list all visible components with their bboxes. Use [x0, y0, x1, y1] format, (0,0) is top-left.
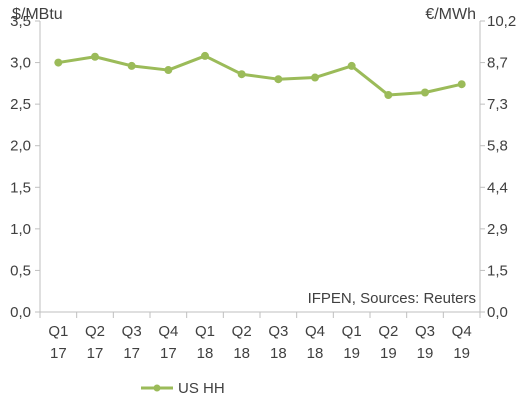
data-point [237, 70, 246, 79]
y-right-tick-label: 0,0 [487, 304, 508, 321]
data-point [347, 61, 356, 70]
x-tick-label-year: 19 [343, 345, 360, 362]
y-left-tick-label: 3,5 [10, 13, 31, 30]
x-tick-label-year: 18 [270, 345, 287, 362]
x-tick-label-quarter: Q2 [378, 323, 398, 340]
data-point [311, 73, 319, 82]
x-tick-label-year: 19 [453, 345, 470, 362]
x-tick-label-year: 17 [87, 345, 104, 362]
x-tick-label-quarter: Q3 [415, 323, 435, 340]
x-tick-label-quarter: Q1 [342, 323, 362, 340]
y-right-tick-label: 2,9 [487, 221, 508, 238]
y-left-tick-label: 0,5 [10, 262, 31, 279]
x-tick-label-quarter: Q1 [195, 323, 215, 340]
y-right-tick-label: 5,8 [487, 138, 508, 155]
x-tick-label-year: 18 [233, 345, 250, 362]
x-tick-label-quarter: Q3 [122, 323, 142, 340]
data-point [421, 88, 429, 97]
y-axis-left-unit: $/MBtu [12, 6, 63, 23]
x-tick-label-year: 19 [380, 345, 397, 362]
source-annotation: IFPEN, Sources: Reuters [308, 290, 476, 307]
x-tick-label-year: 19 [417, 345, 434, 362]
x-tick-label-quarter: Q2 [232, 323, 252, 340]
y-left-tick-label: 1,0 [10, 221, 31, 238]
legend-swatch-marker [153, 384, 161, 392]
x-tick-label-quarter: Q4 [452, 323, 472, 340]
y-right-tick-label: 10,2 [487, 13, 516, 30]
data-point [384, 90, 393, 99]
x-tick-label-year: 17 [123, 345, 140, 362]
y-right-tick-label: 8,7 [487, 55, 508, 72]
y-right-tick-label: 4,4 [487, 179, 508, 196]
y-left-tick-label: 3,0 [10, 55, 31, 72]
x-tick-label-quarter: Q1 [48, 323, 68, 340]
x-tick-label-quarter: Q2 [85, 323, 105, 340]
y-left-tick-label: 0,0 [10, 304, 31, 321]
x-tick-label-year: 17 [160, 345, 177, 362]
y-right-tick-label: 1,5 [487, 262, 508, 279]
data-point [201, 51, 209, 60]
x-tick-label-quarter: Q4 [158, 323, 178, 340]
x-tick-label-year: 18 [307, 345, 324, 362]
data-point [54, 58, 63, 67]
data-point [164, 66, 173, 75]
x-tick-label-quarter: Q3 [268, 323, 288, 340]
data-point [274, 75, 283, 84]
y-axis-right-unit: €/MWh [425, 6, 476, 23]
y-left-tick-label: 1,5 [10, 179, 31, 196]
legend: US HH [141, 380, 225, 397]
y-right-tick-label: 7,3 [487, 96, 508, 113]
y-left-tick-label: 2,5 [10, 96, 31, 113]
data-point [127, 61, 136, 70]
data-point [91, 52, 99, 61]
x-tick-label-year: 17 [50, 345, 67, 362]
x-tick-label-year: 18 [197, 345, 214, 362]
legend-label: US HH [178, 380, 225, 397]
y-left-tick-label: 2,0 [10, 138, 31, 155]
data-point [457, 80, 466, 89]
x-tick-label-quarter: Q4 [305, 323, 325, 340]
series-line [58, 54, 462, 97]
